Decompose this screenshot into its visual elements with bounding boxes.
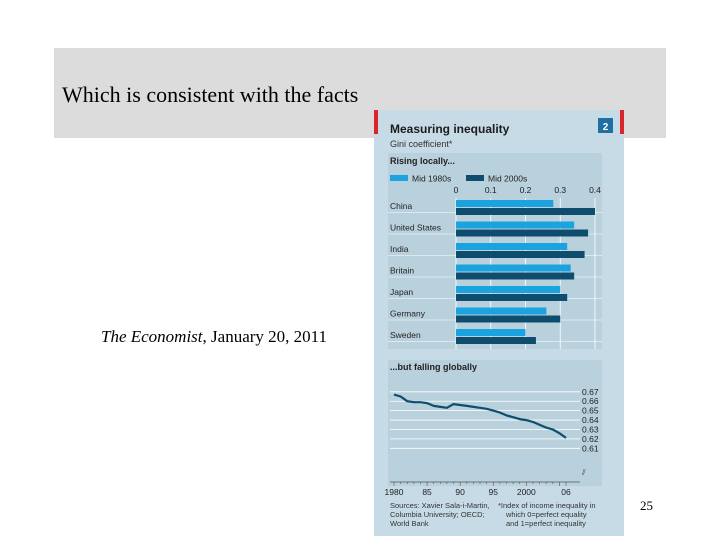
legend-label-0: Mid 1980s xyxy=(412,174,451,184)
chart-title: Measuring inequality xyxy=(390,122,510,136)
bar-india-series-0 xyxy=(456,243,568,250)
line-y-tick-label: 0.67 xyxy=(582,387,599,397)
sources-right-line-2: which 0=perfect equality xyxy=(505,510,587,519)
bar-sweden-series-0 xyxy=(456,329,526,336)
line-gridlines xyxy=(390,391,580,449)
chart-subtitle: Gini coefficient* xyxy=(390,139,453,149)
line-panel-title: ...but falling globally xyxy=(390,362,477,372)
bar-japan-series-1 xyxy=(456,294,568,301)
sources-left-line-3: World Bank xyxy=(390,519,429,528)
bar-britain-series-1 xyxy=(456,272,575,280)
economist-chart: Measuring inequality 2 Gini coefficient*… xyxy=(374,110,624,536)
right-red-accent xyxy=(620,110,624,134)
bar-germany-series-0 xyxy=(456,307,547,315)
sources-right-line-1: *Index of income inequality in xyxy=(498,501,596,510)
line-panel-background xyxy=(388,360,602,486)
bar-x-axis: 0 0.1 0.2 0.3 0.4 xyxy=(454,185,602,195)
legend-swatch-1 xyxy=(466,175,484,181)
sources-right-line-3: and 1=perfect inequality xyxy=(506,519,586,528)
slide-title: Which is consistent with the facts xyxy=(62,82,359,107)
line-y-tick-label: 0.62 xyxy=(582,434,599,444)
line-x-tick-label: 85 xyxy=(422,487,432,497)
bar-category-label: China xyxy=(390,201,412,211)
line-y-axis: 0.670.660.650.640.630.620.61 ⫽ xyxy=(581,387,599,477)
gini-global-line xyxy=(393,393,567,439)
sources-left-line-1: Sources: Xavier Sala-i-Martin, xyxy=(390,501,490,510)
bar-india-series-1 xyxy=(456,251,585,258)
bar-britain-series-0 xyxy=(456,264,571,272)
source-caption: The Economist, January 20, 2011 xyxy=(101,327,327,347)
bar-series xyxy=(456,200,595,344)
line-panel: ...but falling globally xyxy=(388,360,602,486)
bar-sweden-series-1 xyxy=(456,337,536,344)
bar-japan-series-0 xyxy=(456,286,561,293)
left-red-accent xyxy=(374,110,378,134)
line-series xyxy=(393,393,567,439)
line-y-tick-label: 0.61 xyxy=(582,443,599,453)
legend-swatch-0 xyxy=(390,175,408,181)
line-x-tick-label: 90 xyxy=(455,487,465,497)
bar-category-label: Japan xyxy=(390,287,413,297)
caption-date: , January 20, 2011 xyxy=(202,327,328,346)
bar-x-tick-label: 0 xyxy=(454,185,459,195)
bar-united-states-series-0 xyxy=(456,221,575,229)
caption-source: The Economist xyxy=(101,327,203,346)
page-number: 25 xyxy=(640,498,653,513)
bar-x-tick-label: 0.1 xyxy=(485,185,497,195)
bar-legend: Mid 1980s Mid 2000s xyxy=(390,174,527,184)
bar-category-label: Sweden xyxy=(390,330,421,340)
bar-x-tick-label: 0.4 xyxy=(589,185,601,195)
line-x-tick-label: 2000 xyxy=(517,487,536,497)
bar-x-tick-label: 0.2 xyxy=(520,185,532,195)
line-x-tick-label: 95 xyxy=(488,487,498,497)
sources-left-line-2: Columbia University; OECD; xyxy=(390,510,485,519)
bar-category-label: India xyxy=(390,244,409,254)
bar-united-states-series-1 xyxy=(456,229,589,237)
bar-category-label: United States xyxy=(390,223,441,233)
bar-china-series-0 xyxy=(456,200,554,207)
axis-break-mark: ⫽ xyxy=(581,468,586,477)
bar-category-label: Britain xyxy=(390,266,414,276)
line-y-tick-label: 0.64 xyxy=(582,415,599,425)
bar-china-series-1 xyxy=(456,208,595,215)
bar-x-tick-label: 0.3 xyxy=(554,185,566,195)
line-y-tick-label: 0.63 xyxy=(582,424,599,434)
line-y-tick-label: 0.66 xyxy=(582,396,599,406)
bar-germany-series-1 xyxy=(456,315,561,323)
bar-panel-title: Rising locally... xyxy=(390,156,455,166)
line-y-tick-label: 0.65 xyxy=(582,406,599,416)
chart-svg: Measuring inequality 2 Gini coefficient*… xyxy=(374,110,624,536)
line-x-tick-label: 06 xyxy=(561,487,571,497)
line-x-tick-label: 1980 xyxy=(385,487,404,497)
legend-label-1: Mid 2000s xyxy=(488,174,527,184)
line-x-axis: 1980 85 90 95 2000 06 xyxy=(385,481,580,497)
bar-category-label: Germany xyxy=(390,309,426,319)
chart-number-badge xyxy=(598,118,613,133)
chart-badge-label: 2 xyxy=(603,122,609,133)
